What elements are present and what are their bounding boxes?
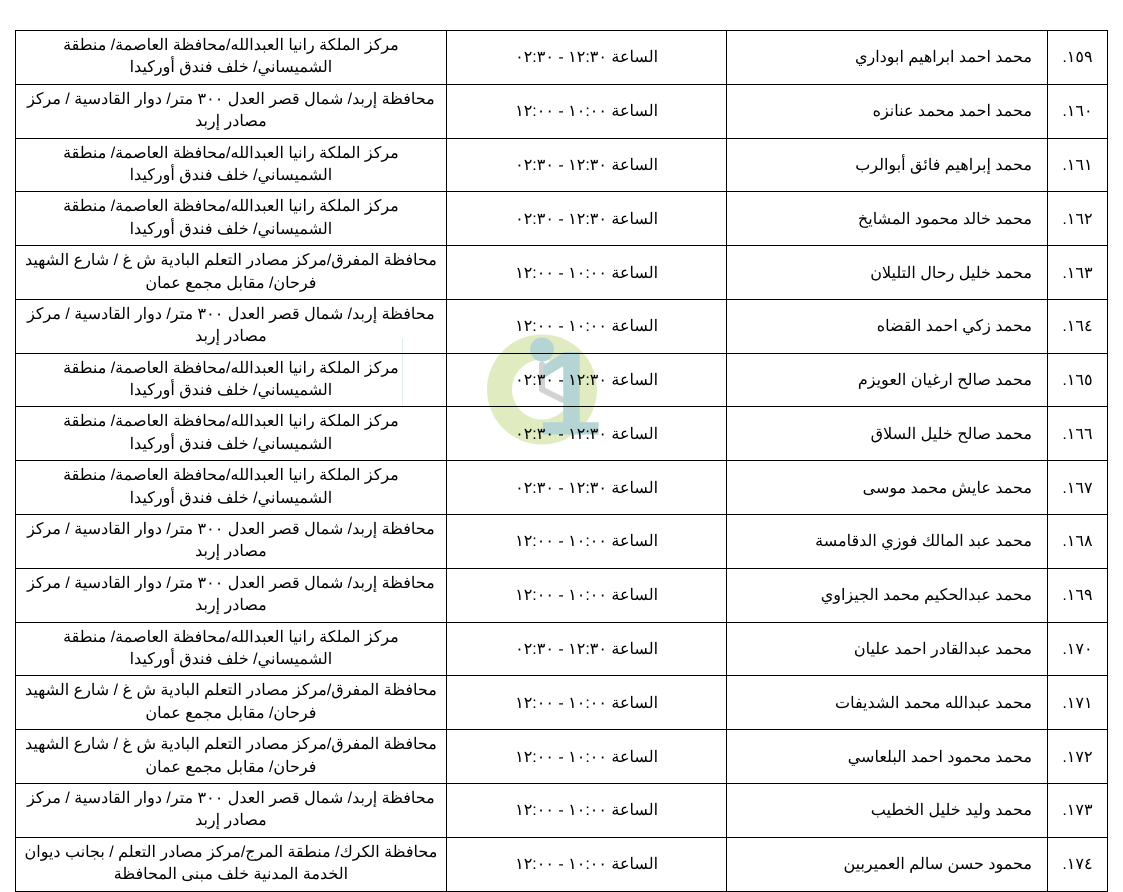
row-time: الساعة ١٢:٣٠ - ٠٢:٣٠: [446, 31, 727, 85]
row-location: مركز الملكة رانيا العبدالله/محافظة العاص…: [16, 407, 447, 461]
row-location: محافظة إربد/ شمال قصر العدل ٣٠٠ متر/ دوا…: [16, 299, 447, 353]
row-name: محمد خليل رحال التليلان: [727, 246, 1048, 300]
row-index: .١٦٧: [1047, 461, 1107, 515]
row-name: محمد عبدالله محمد الشديفات: [727, 676, 1048, 730]
row-location: مركز الملكة رانيا العبدالله/محافظة العاص…: [16, 31, 447, 85]
table-row: .١٦٥محمد صالح ارغيان العويزمالساعة ١٢:٣٠…: [16, 353, 1108, 407]
table-row: .١٧١محمد عبدالله محمد الشديفاتالساعة ١٠:…: [16, 676, 1108, 730]
row-time: الساعة ١٠:٠٠ - ١٢:٠٠: [446, 783, 727, 837]
row-location: مركز الملكة رانيا العبدالله/محافظة العاص…: [16, 138, 447, 192]
row-location: محافظة إربد/ شمال قصر العدل ٣٠٠ متر/ دوا…: [16, 783, 447, 837]
row-name: محمد عايش محمد موسى: [727, 461, 1048, 515]
table-row: .١٦٦محمد صالح خليل السلاقالساعة ١٢:٣٠ - …: [16, 407, 1108, 461]
row-time: الساعة ١٠:٠٠ - ١٢:٠٠: [446, 299, 727, 353]
row-location: محافظة المفرق/مركز مصادر التعلم البادية …: [16, 676, 447, 730]
row-index: .١٧٠: [1047, 622, 1107, 676]
row-time: الساعة ١٠:٠٠ - ١٢:٠٠: [446, 837, 727, 891]
table-row: .١٦٩محمد عبدالحكيم محمد الجيزاويالساعة ١…: [16, 568, 1108, 622]
row-index: .١٧٣: [1047, 783, 1107, 837]
table-row: .١٧٤محمود حسن سالم العميربينالساعة ١٠:٠٠…: [16, 837, 1108, 891]
row-location: محافظة المفرق/مركز مصادر التعلم البادية …: [16, 246, 447, 300]
row-index: .١٦٢: [1047, 192, 1107, 246]
row-index: .١٦١: [1047, 138, 1107, 192]
table-row: .١٦١محمد إبراهيم فائق أبوالربالساعة ١٢:٣…: [16, 138, 1108, 192]
row-index: .١٧٢: [1047, 730, 1107, 784]
row-name: محمد محمود احمد البلعاسي: [727, 730, 1048, 784]
row-location: محافظة الكرك/ منطقة المرج/مركز مصادر الت…: [16, 837, 447, 891]
row-name: محمد عبد المالك فوزي الدقامسة: [727, 515, 1048, 569]
row-index: .١٦٩: [1047, 568, 1107, 622]
row-index: .١٦٥: [1047, 353, 1107, 407]
row-name: محمد صالح خليل السلاق: [727, 407, 1048, 461]
row-index: .١٦٤: [1047, 299, 1107, 353]
table-row: .١٧٠محمد عبدالقادر احمد عليانالساعة ١٢:٣…: [16, 622, 1108, 676]
row-index: .١٧١: [1047, 676, 1107, 730]
row-time: الساعة ١٠:٠٠ - ١٢:٠٠: [446, 730, 727, 784]
row-index: .١٦٨: [1047, 515, 1107, 569]
table-row: .١٦٨محمد عبد المالك فوزي الدقامسةالساعة …: [16, 515, 1108, 569]
row-location: محافظة إربد/ شمال قصر العدل ٣٠٠ متر/ دوا…: [16, 568, 447, 622]
row-index: .١٦٦: [1047, 407, 1107, 461]
row-name: محمود حسن سالم العميربين: [727, 837, 1048, 891]
row-time: الساعة ١٢:٣٠ - ٠٢:٣٠: [446, 353, 727, 407]
row-index: .١٥٩: [1047, 31, 1107, 85]
row-name: محمد زكي احمد القضاه: [727, 299, 1048, 353]
row-location: محافظة المفرق/مركز مصادر التعلم البادية …: [16, 730, 447, 784]
row-name: محمد احمد ابراهيم ابوداري: [727, 31, 1048, 85]
row-time: الساعة ١٠:٠٠ - ١٢:٠٠: [446, 568, 727, 622]
table-row: .١٧٣محمد وليد خليل الخطيبالساعة ١٠:٠٠ - …: [16, 783, 1108, 837]
row-time: الساعة ١٢:٣٠ - ٠٢:٣٠: [446, 192, 727, 246]
row-name: محمد خالد محمود المشايخ: [727, 192, 1048, 246]
table-row: .١٧٢محمد محمود احمد البلعاسيالساعة ١٠:٠٠…: [16, 730, 1108, 784]
table-row: .١٥٩محمد احمد ابراهيم ابوداريالساعة ١٢:٣…: [16, 31, 1108, 85]
row-time: الساعة ١٢:٣٠ - ٠٢:٣٠: [446, 138, 727, 192]
row-name: محمد احمد محمد عنانزه: [727, 84, 1048, 138]
row-name: محمد صالح ارغيان العويزم: [727, 353, 1048, 407]
row-name: محمد وليد خليل الخطيب: [727, 783, 1048, 837]
row-name: محمد عبدالحكيم محمد الجيزاوي: [727, 568, 1048, 622]
row-time: الساعة ١٠:٠٠ - ١٢:٠٠: [446, 676, 727, 730]
row-location: محافظة إربد/ شمال قصر العدل ٣٠٠ متر/ دوا…: [16, 84, 447, 138]
table-row: .١٦٣محمد خليل رحال التليلانالساعة ١٠:٠٠ …: [16, 246, 1108, 300]
table-row: .١٦٢محمد خالد محمود المشايخالساعة ١٢:٣٠ …: [16, 192, 1108, 246]
row-name: محمد إبراهيم فائق أبوالرب: [727, 138, 1048, 192]
row-index: .١٦٣: [1047, 246, 1107, 300]
row-time: الساعة ١٠:٠٠ - ١٢:٠٠: [446, 515, 727, 569]
table-row: .١٦٧محمد عايش محمد موسىالساعة ١٢:٣٠ - ٠٢…: [16, 461, 1108, 515]
row-name: محمد عبدالقادر احمد عليان: [727, 622, 1048, 676]
row-location: محافظة إربد/ شمال قصر العدل ٣٠٠ متر/ دوا…: [16, 515, 447, 569]
table-row: .١٦٠محمد احمد محمد عنانزهالساعة ١٠:٠٠ - …: [16, 84, 1108, 138]
row-location: مركز الملكة رانيا العبدالله/محافظة العاص…: [16, 461, 447, 515]
row-index: .١٧٤: [1047, 837, 1107, 891]
row-time: الساعة ١٢:٣٠ - ٠٢:٣٠: [446, 461, 727, 515]
table-row: .١٦٤محمد زكي احمد القضاهالساعة ١٠:٠٠ - ١…: [16, 299, 1108, 353]
row-time: الساعة ١٢:٣٠ - ٠٢:٣٠: [446, 622, 727, 676]
schedule-table: .١٥٩محمد احمد ابراهيم ابوداريالساعة ١٢:٣…: [15, 30, 1108, 892]
row-time: الساعة ١٢:٣٠ - ٠٢:٣٠: [446, 407, 727, 461]
row-time: الساعة ١٠:٠٠ - ١٢:٠٠: [446, 246, 727, 300]
row-index: .١٦٠: [1047, 84, 1107, 138]
row-time: الساعة ١٠:٠٠ - ١٢:٠٠: [446, 84, 727, 138]
row-location: مركز الملكة رانيا العبدالله/محافظة العاص…: [16, 353, 447, 407]
row-location: مركز الملكة رانيا العبدالله/محافظة العاص…: [16, 192, 447, 246]
row-location: مركز الملكة رانيا العبدالله/محافظة العاص…: [16, 622, 447, 676]
